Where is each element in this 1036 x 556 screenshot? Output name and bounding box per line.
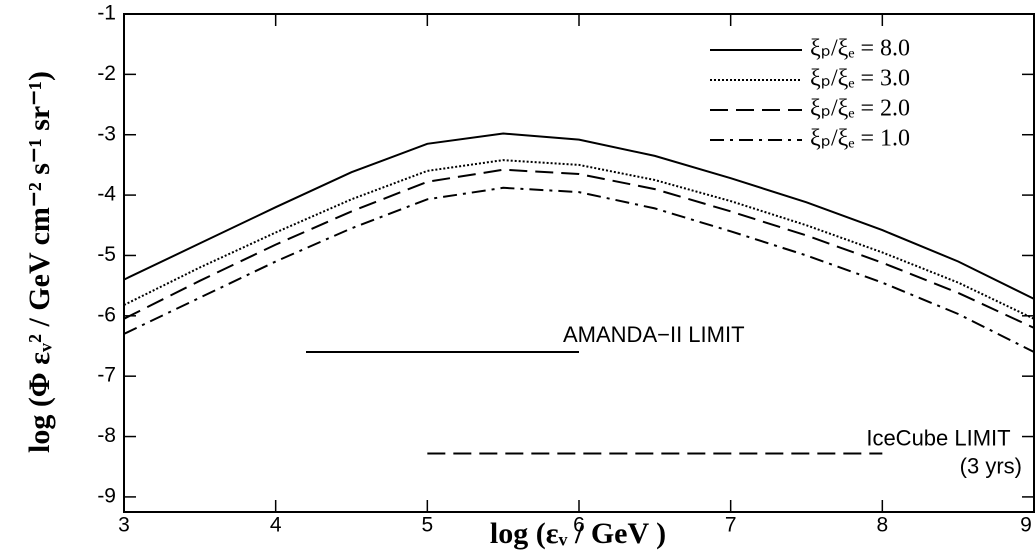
y-tick-label: -2 (97, 62, 116, 85)
x-tick-label: 7 (725, 514, 737, 537)
series-line (123, 159, 1035, 320)
x-tick-label: 9 (1020, 514, 1032, 537)
limit-label: IceCube LIMIT (866, 425, 1010, 450)
x-tick-label: 6 (573, 514, 585, 537)
legend-label: ξₚ/ξₑ = 1.0 (810, 126, 910, 152)
legend-label: ξₚ/ξₑ = 2.0 (810, 96, 910, 122)
x-tick-label: 4 (270, 514, 282, 537)
x-axis-label: log (εᵥ / GeV ) (490, 517, 666, 550)
y-tick-label: -7 (97, 364, 116, 387)
y-tick-label: -9 (97, 484, 116, 507)
y-tick-label: -1 (97, 2, 116, 25)
series-line (123, 132, 1035, 300)
limit-label: (3 yrs) (960, 453, 1022, 478)
series-line (123, 168, 1035, 329)
y-tick-label: -8 (97, 424, 116, 447)
y-tick-label: -6 (97, 303, 116, 326)
legend-label: ξₚ/ξₑ = 8.0 (810, 36, 910, 62)
y-tick-label: -5 (97, 243, 116, 266)
x-tick-label: 3 (118, 514, 130, 537)
series-line (123, 186, 1035, 353)
x-tick-label: 8 (876, 514, 888, 537)
y-axis-label: log (Φ εᵥ² / GeV cm⁻² s⁻¹ sr⁻¹) (23, 71, 56, 453)
y-tick-label: -4 (97, 183, 116, 206)
y-tick-label: -3 (97, 122, 116, 145)
legend-label: ξₚ/ξₑ = 3.0 (810, 66, 910, 92)
x-tick-label: 5 (421, 514, 433, 537)
limit-label: AMANDA−II LIMIT (563, 322, 745, 347)
